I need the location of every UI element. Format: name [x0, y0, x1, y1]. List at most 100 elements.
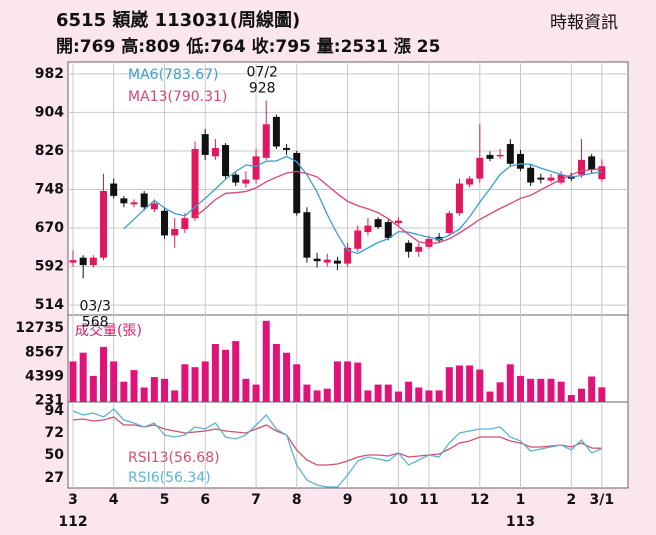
volume-bar [140, 387, 148, 402]
grid [68, 62, 628, 488]
volume-bar [171, 390, 179, 402]
candle-body [415, 246, 423, 252]
y-tick-label: 748 [35, 181, 64, 197]
volume-bar [283, 352, 291, 402]
volume-bar [252, 384, 260, 402]
volume-bar [313, 390, 321, 402]
volume-bar [455, 365, 463, 402]
y-tick-label: 982 [35, 66, 64, 82]
candle-body [293, 152, 301, 214]
volume-bar [120, 381, 128, 402]
candle-body [150, 203, 158, 210]
candle-body [537, 177, 545, 180]
candle-body [69, 260, 77, 263]
candle-body [89, 257, 97, 266]
candle-body [374, 219, 382, 228]
volume-bar [415, 387, 423, 402]
volume-bar [567, 395, 575, 402]
candle-body [354, 230, 362, 249]
volume-bar [435, 390, 443, 402]
x-tick-label: 12 [470, 492, 489, 508]
x-year-label: 113 [506, 514, 535, 530]
volume-bar [333, 361, 341, 402]
volume-bar [364, 390, 372, 402]
volume-bar [588, 376, 596, 402]
series-line [72, 408, 603, 488]
volume-bar [394, 391, 402, 402]
candle-body [272, 116, 280, 147]
series-line [123, 155, 602, 255]
y-tick-label: 4399 [25, 368, 64, 384]
candle-body [364, 225, 372, 232]
y-tick-label: 50 [45, 447, 65, 463]
y-tick-label: 592 [35, 259, 64, 275]
volume-bar [89, 375, 97, 402]
candle-body [578, 159, 585, 175]
candle-body [110, 183, 118, 196]
candle-body [394, 220, 402, 224]
x-tick-label: 10 [389, 492, 409, 508]
candle-body [181, 218, 189, 230]
candle-body [516, 153, 524, 169]
volume-bar [496, 382, 504, 402]
x-tick-label: 8 [292, 492, 302, 508]
legend-entry: RSI13(56.68) [128, 450, 220, 466]
y-tick-label: 72 [45, 425, 64, 441]
panel-title: 成交量(張) [75, 322, 142, 339]
y-tick-label: 27 [45, 470, 64, 486]
x-tick-label: 1 [516, 492, 526, 508]
candle-body [557, 174, 565, 183]
volume-bar [201, 361, 209, 402]
candle-body [344, 247, 352, 264]
marks [69, 100, 606, 488]
candle-body [425, 238, 433, 247]
volume-bar [405, 381, 413, 402]
volume-bar [293, 364, 301, 402]
candle-body [303, 212, 311, 258]
candle-body [445, 213, 453, 233]
candle-body [140, 193, 148, 208]
volume-bar [211, 344, 219, 402]
volume-bar [374, 384, 382, 402]
volume-bar [323, 388, 331, 402]
volume-bar [466, 365, 474, 402]
candle-body [598, 166, 606, 180]
candle-body [201, 134, 209, 155]
candle-body [120, 198, 128, 204]
volume-bar [242, 378, 250, 402]
candle-body [100, 190, 108, 258]
y-tick-label: 8567 [25, 344, 64, 360]
candle-body [211, 147, 219, 157]
volume-bar [527, 378, 535, 402]
volume-bar [262, 320, 270, 402]
volume-bar [537, 378, 545, 402]
volume-bar [232, 341, 240, 402]
volume-bar [100, 346, 108, 402]
candle-body [384, 222, 392, 238]
x-tick-label: 4 [109, 492, 119, 508]
volume-bar [476, 369, 484, 402]
volume-bar [557, 381, 565, 402]
candle-body [79, 257, 87, 266]
candle-body [130, 202, 138, 205]
y-tick-label: 12735 [15, 320, 64, 336]
candle-body [455, 183, 463, 214]
value-annotation: 568 [82, 314, 109, 330]
y-tick-label: 514 [35, 297, 64, 313]
volume-bar [354, 362, 362, 402]
volume-bar [79, 352, 87, 402]
candle-body [252, 156, 260, 180]
volume-bar [516, 375, 524, 402]
y-tick-label: 904 [35, 104, 64, 120]
candle-body [283, 147, 291, 150]
volume-bar [110, 361, 118, 402]
x-tick-label: 6 [200, 492, 210, 508]
candle-body [171, 229, 179, 236]
candle-body [191, 148, 199, 219]
candle-body [506, 144, 514, 164]
x-year-label: 112 [58, 514, 87, 530]
x-tick-label: 3 [68, 492, 78, 508]
candle-body [435, 236, 443, 241]
volume-bar [272, 344, 280, 402]
volume-bar [191, 367, 199, 402]
